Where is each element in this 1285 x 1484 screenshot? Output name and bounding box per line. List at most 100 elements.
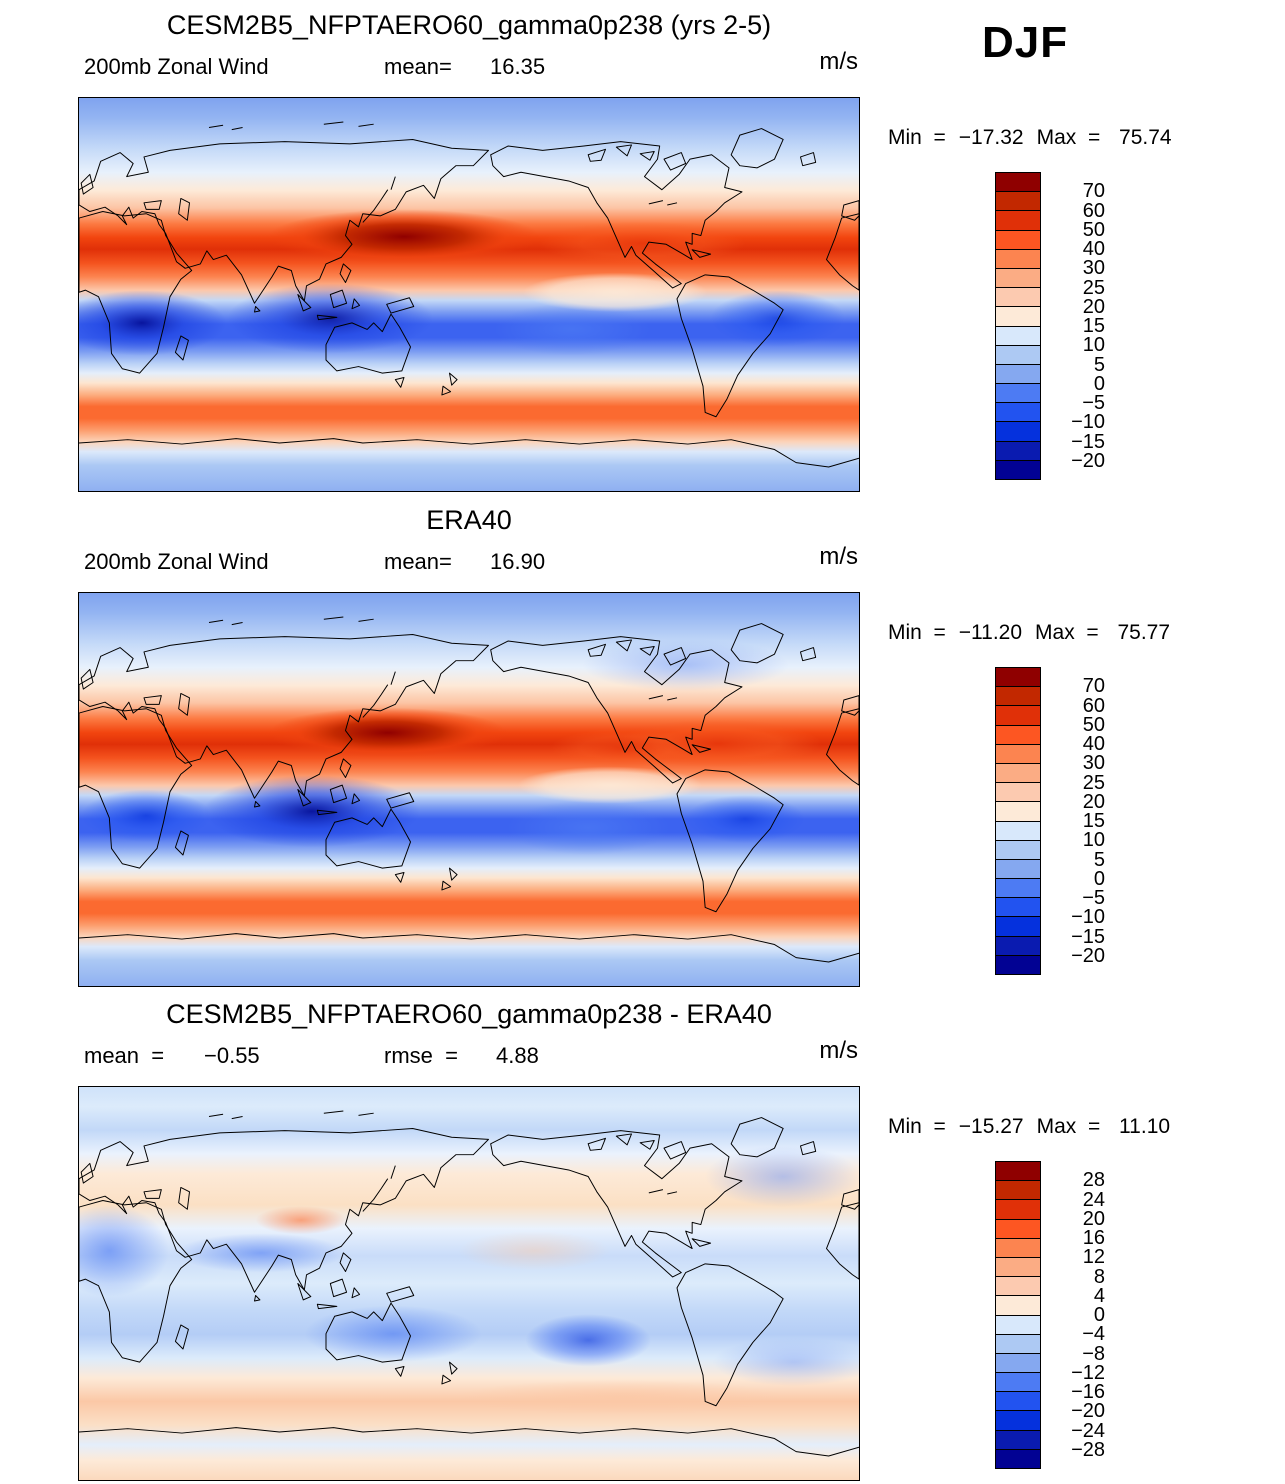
rmse-value: 4.88 bbox=[496, 1043, 539, 1068]
colorbar-tick-label: 16 bbox=[1082, 1227, 1105, 1249]
colorbar-tick-label: 0 bbox=[1093, 372, 1105, 395]
colorbar-tick-label: −20 bbox=[1071, 1400, 1105, 1423]
colorbar-cell bbox=[995, 724, 1041, 745]
units-label: m/s bbox=[819, 543, 858, 570]
colorbar-cell bbox=[995, 306, 1041, 327]
minmax-readout: Min = −15.27 Max = 11.10 bbox=[888, 1115, 1218, 1139]
stats-row: mean = −0.55 rmse = 4.88 m/s bbox=[78, 1037, 860, 1073]
colorbar-cell bbox=[995, 667, 1041, 688]
mean-value: 16.90 bbox=[490, 549, 546, 574]
colorbar-tick-label: 0 bbox=[1093, 867, 1105, 890]
colorbar-cell bbox=[995, 1199, 1041, 1220]
min-label: Min = bbox=[888, 621, 946, 644]
colorbar-cell bbox=[995, 383, 1041, 404]
panel-title: CESM2B5_NFPTAERO60_gamma0p238 (yrs 2-5) bbox=[166, 10, 772, 40]
colorbar-cell bbox=[995, 954, 1041, 975]
colorbar-cell bbox=[995, 762, 1041, 784]
colorbar-tick-labels: 28 24 20 16 12 8 4 0 −4 −8 −12 −16 −20 −24 −28 bbox=[1047, 1161, 1105, 1469]
stats-row: 200mb Zonal Wind mean= 16.90 m/s bbox=[78, 543, 860, 579]
mean-value: 16.35 bbox=[490, 54, 546, 79]
colorbar-cell bbox=[995, 1429, 1041, 1450]
colorbar-tick-label: −8 bbox=[1082, 1342, 1105, 1365]
world-map-contours bbox=[79, 1087, 859, 1480]
colorbar-tick-label: 25 bbox=[1082, 771, 1105, 794]
min-value: −17.32 bbox=[958, 126, 1024, 149]
colorbar-cell bbox=[995, 1295, 1041, 1316]
colorbar: 70 60 50 40 30 25 20 15 10 5 0 −5 −10 −15 −20 bbox=[995, 667, 1115, 975]
colorbar-tick-label: −4 bbox=[1082, 1323, 1105, 1346]
colorbar: 70 60 50 40 30 25 20 15 10 5 0 −5 −10 −15 −20 bbox=[995, 172, 1115, 480]
mean-label: mean = bbox=[84, 1043, 165, 1068]
colorbar-tick-label: −16 bbox=[1071, 1381, 1105, 1403]
colorbar-tick-label: 12 bbox=[1082, 1246, 1105, 1269]
colorbar-tick-label: 50 bbox=[1082, 218, 1105, 241]
panel-title: ERA40 bbox=[426, 505, 512, 535]
season-label: DJF bbox=[982, 18, 1069, 67]
mean-label: mean= bbox=[384, 549, 452, 574]
colorbar-cell bbox=[995, 801, 1041, 822]
colorbar-tick-label: 70 bbox=[1082, 180, 1105, 203]
colorbar-cell bbox=[995, 1237, 1041, 1258]
colorbar-cell bbox=[995, 743, 1041, 764]
units-label: m/s bbox=[819, 1037, 858, 1064]
colorbar-tick-label: 15 bbox=[1082, 810, 1105, 832]
colorbar-cell bbox=[995, 1391, 1041, 1412]
stats-row: 200mb Zonal Wind mean= 16.35 m/s bbox=[78, 48, 860, 84]
colorbar-cell bbox=[995, 782, 1041, 803]
colorbar-tick-labels: 70 60 50 40 30 25 20 15 10 5 0 −5 −10 −15 −20 bbox=[1047, 172, 1105, 480]
map-difference bbox=[78, 1086, 860, 1481]
colorbar-cell bbox=[995, 878, 1041, 899]
colorbar-cell bbox=[995, 210, 1041, 231]
colorbar-cell bbox=[995, 686, 1041, 707]
min-value: −11.20 bbox=[958, 621, 1023, 644]
colorbar-tick-labels: 70 60 50 40 30 25 20 15 10 5 0 −5 −10 −15 −20 bbox=[1047, 667, 1105, 975]
colorbar-swatches bbox=[995, 667, 1041, 975]
colorbar-tick-label: 60 bbox=[1082, 694, 1105, 717]
rmse-label: rmse = bbox=[384, 1043, 458, 1068]
colorbar-cell bbox=[995, 1314, 1041, 1335]
colorbar-tick-label: −15 bbox=[1071, 430, 1105, 453]
colorbar-cell bbox=[995, 1161, 1041, 1182]
colorbar-tick-label: 24 bbox=[1082, 1188, 1105, 1211]
colorbar-tick-label: −24 bbox=[1071, 1419, 1105, 1442]
colorbar-tick-label: 8 bbox=[1093, 1265, 1105, 1288]
colorbar-tick-label: 28 bbox=[1082, 1169, 1105, 1192]
max-value: 75.74 bbox=[1113, 126, 1172, 149]
colorbar-cell bbox=[995, 344, 1041, 365]
colorbar-cell bbox=[995, 1276, 1041, 1297]
colorbar-tick-label: 25 bbox=[1082, 276, 1105, 299]
panel-title: CESM2B5_NFPTAERO60_gamma0p238 - ERA40 bbox=[166, 999, 772, 1029]
max-label: Max = bbox=[1036, 126, 1101, 149]
panel-reference: ERA40 200mb Zonal Wind mean= 16.90 m/s bbox=[0, 495, 1285, 990]
colorbar-cell bbox=[995, 440, 1041, 461]
colorbar-cell bbox=[995, 325, 1041, 346]
colorbar-tick-label: 20 bbox=[1082, 295, 1105, 318]
colorbar-cell bbox=[995, 1352, 1041, 1374]
colorbar-tick-label: −12 bbox=[1071, 1361, 1105, 1384]
colorbar-cell bbox=[995, 248, 1041, 269]
minmax-readout: Min = −11.20 Max = 75.77 bbox=[888, 621, 1218, 645]
colorbar-cell bbox=[995, 1372, 1041, 1393]
min-value: −15.27 bbox=[958, 1115, 1024, 1138]
max-value: 75.77 bbox=[1111, 621, 1171, 644]
colorbar-tick-label: 50 bbox=[1082, 713, 1105, 736]
colorbar-tick-label: −20 bbox=[1071, 944, 1105, 967]
field-label: 200mb Zonal Wind bbox=[84, 549, 269, 574]
colorbar-cell bbox=[995, 916, 1041, 937]
colorbar-tick-label: −5 bbox=[1082, 392, 1105, 414]
colorbar-cell bbox=[995, 172, 1041, 193]
map-model bbox=[78, 97, 860, 492]
colorbar-tick-label: 60 bbox=[1082, 199, 1105, 222]
panel-model: CESM2B5_NFPTAERO60_gamma0p238 (yrs 2-5) … bbox=[0, 0, 1285, 495]
colorbar-tick-label: 10 bbox=[1082, 829, 1105, 852]
colorbar-tick-label: 20 bbox=[1082, 1207, 1105, 1230]
colorbar-cell bbox=[995, 1180, 1041, 1201]
colorbar-swatches bbox=[995, 1161, 1041, 1469]
colorbar-cell bbox=[995, 705, 1041, 726]
colorbar-cell bbox=[995, 229, 1041, 250]
colorbar-cell bbox=[995, 459, 1041, 480]
colorbar: 28 24 20 16 12 8 4 0 −4 −8 −12 −16 −20 −24 −28 bbox=[995, 1161, 1115, 1469]
colorbar-cell bbox=[995, 1448, 1041, 1469]
colorbar-cell bbox=[995, 1256, 1041, 1278]
colorbar-cell bbox=[995, 363, 1041, 385]
